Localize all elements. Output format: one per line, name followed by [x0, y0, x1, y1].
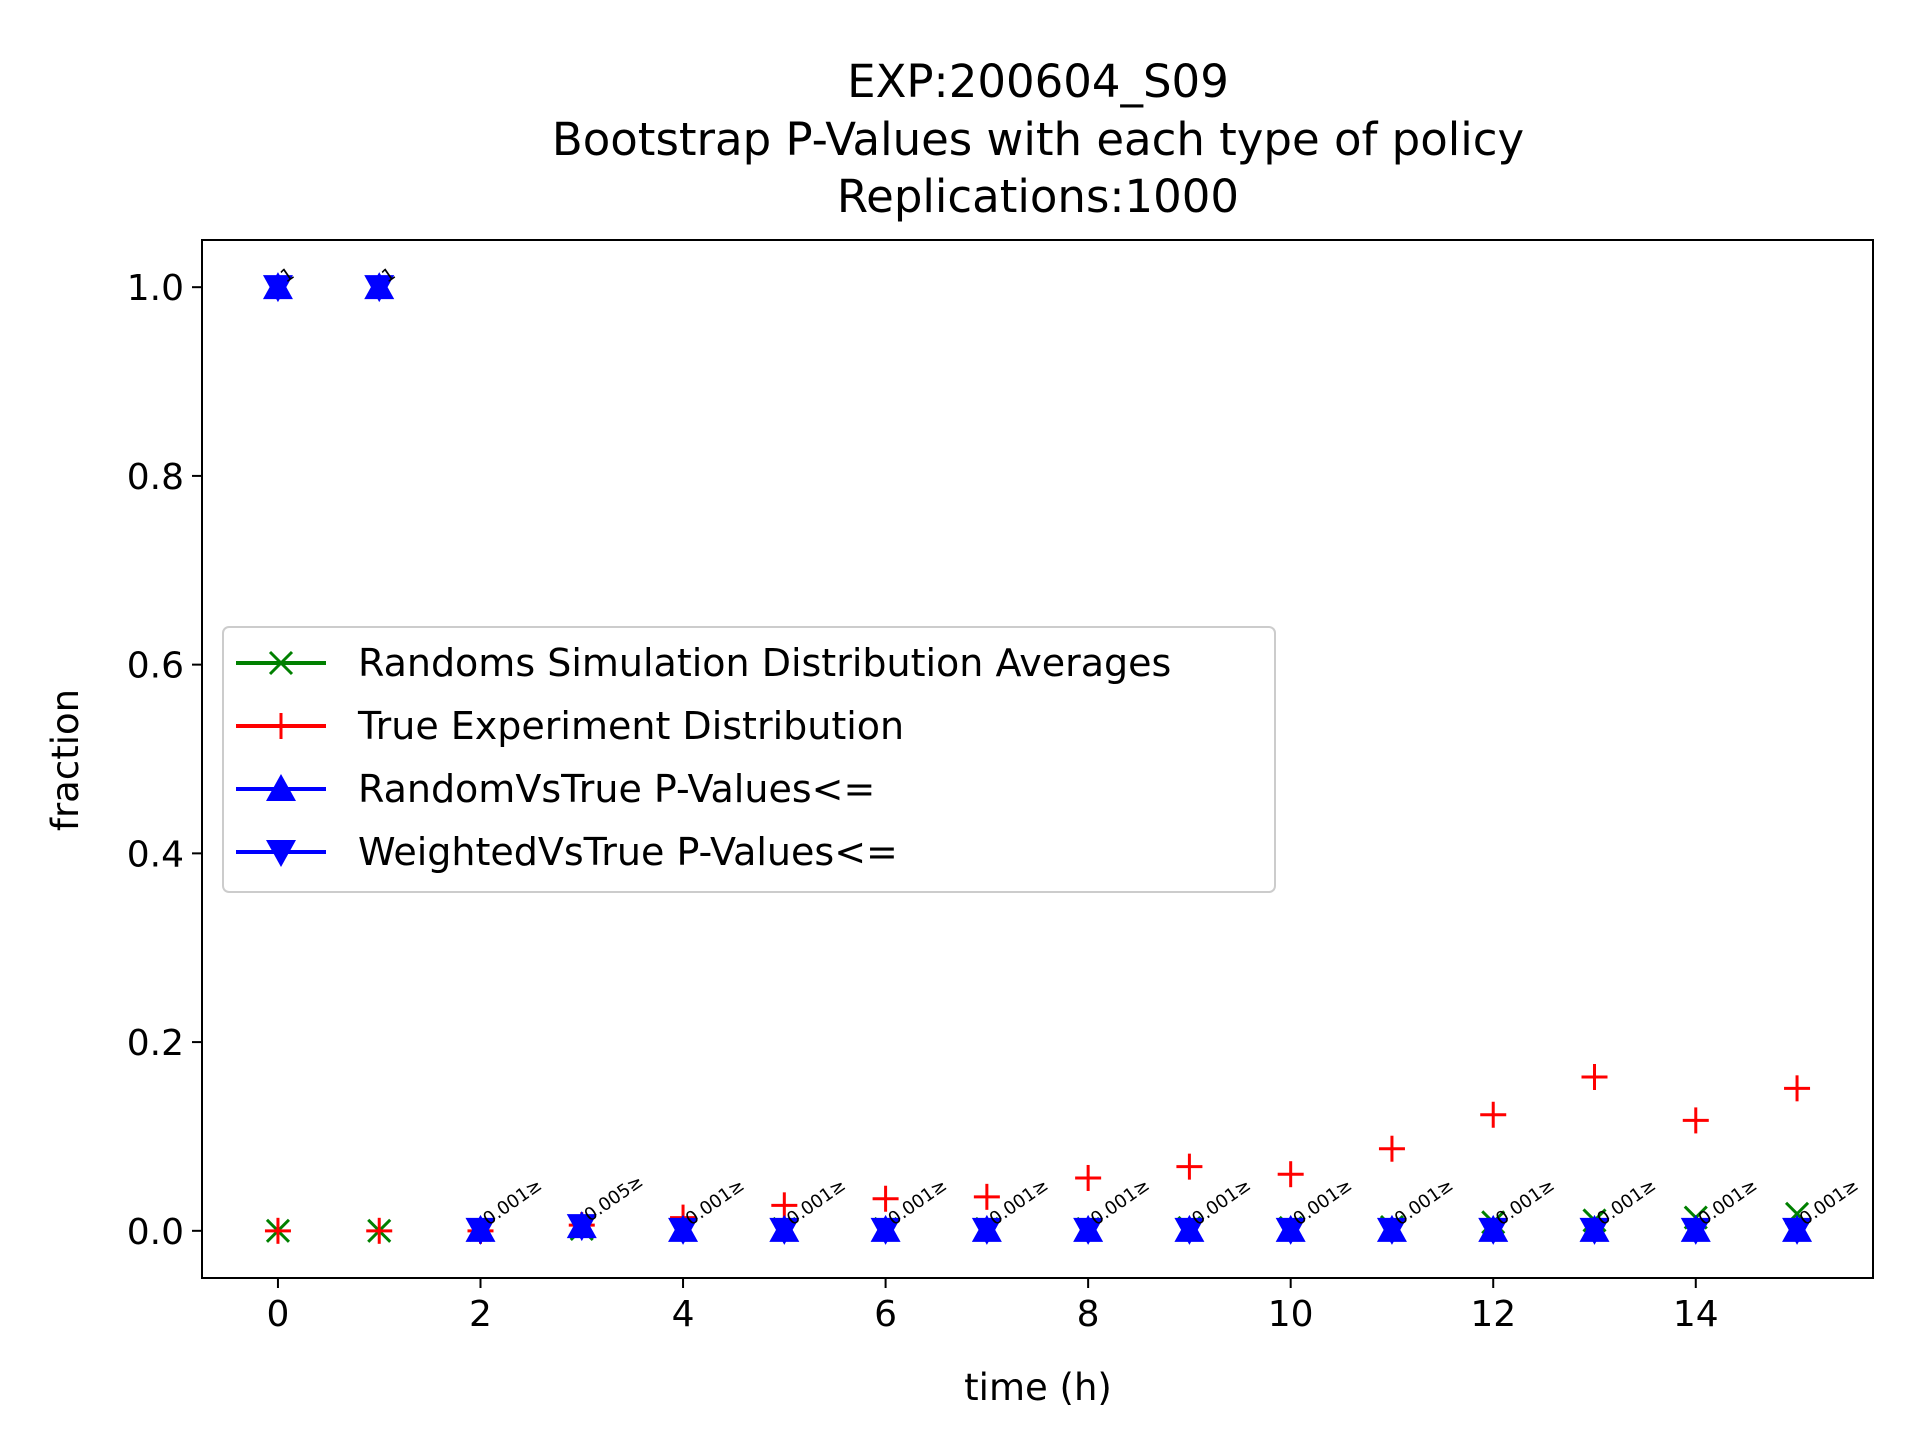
series-2-point [771, 1192, 798, 1219]
legend-marker [266, 840, 296, 867]
series-4-point [769, 1217, 800, 1245]
legend-label: Randoms Simulation Distribution Averages [358, 641, 1171, 685]
x-tick-label: 10 [1268, 1294, 1314, 1335]
series-4-point [1174, 1217, 1205, 1245]
x-tick-label: 0 [267, 1294, 290, 1335]
series-2-point [1075, 1164, 1102, 1191]
series-2-point [1277, 1161, 1304, 1188]
y-tick-label: 0.0 [127, 1212, 184, 1253]
series-2-point [366, 1217, 393, 1244]
legend-item-2: True Experiment Distribution [236, 704, 904, 748]
series-4 [262, 275, 1813, 1245]
series-4-point [1478, 1217, 1509, 1245]
series-4-point [465, 1217, 496, 1245]
y-tick-label: 0.4 [127, 834, 184, 875]
series-4-point [870, 1217, 901, 1245]
series-4-point [1782, 1217, 1813, 1245]
series-2-point [973, 1183, 1000, 1210]
series-2-point [1682, 1107, 1709, 1134]
series-2-point [1784, 1075, 1811, 1102]
x-tick-label: 6 [874, 1294, 897, 1335]
legend-item-3: RandomVsTrue P-Values<= [236, 767, 875, 811]
series-4-point [668, 1217, 699, 1245]
series-4-point [1073, 1217, 1104, 1245]
x-tick-label: 14 [1673, 1294, 1719, 1335]
series-4-point [1376, 1217, 1407, 1245]
y-tick-label: 1.0 [127, 268, 184, 309]
series-2-point [1176, 1153, 1203, 1180]
legend-marker [266, 774, 296, 801]
legend-box [222, 626, 1276, 893]
series-2-point [1480, 1101, 1507, 1128]
x-tick-label: 12 [1470, 1294, 1516, 1335]
legend-item-4: WeightedVsTrue P-Values<= [236, 830, 898, 874]
series-4-point [1579, 1217, 1610, 1245]
legend: Randoms Simulation Distribution Averages… [222, 626, 1276, 893]
chart-title-line-1: EXP:200604_S09 [847, 55, 1229, 108]
series-4-point [1680, 1217, 1711, 1245]
y-tick-label: 0.8 [127, 457, 184, 498]
y-axis-label: fraction [44, 689, 87, 831]
series-4-point [262, 275, 293, 303]
y-tick-label: 0.6 [127, 646, 184, 687]
series-2-point [1378, 1135, 1405, 1162]
legend-marker [268, 650, 294, 676]
x-tick-label: 4 [672, 1294, 695, 1335]
plot-frame [201, 239, 1874, 1279]
legend-label: WeightedVsTrue P-Values<= [358, 830, 898, 874]
x-tick-label: 2 [469, 1294, 492, 1335]
y-tick-label: 0.2 [127, 1023, 184, 1064]
series-4-point [1275, 1217, 1306, 1245]
legend-label: RandomVsTrue P-Values<= [358, 767, 875, 811]
legend-marker-stroke-b [268, 650, 294, 676]
x-tick-label: 8 [1077, 1294, 1100, 1335]
chart-title-line-3: Replications:1000 [837, 170, 1239, 223]
series-4-point [364, 275, 395, 303]
legend-item-1: Randoms Simulation Distribution Averages [236, 641, 1171, 685]
series-2-point [1581, 1064, 1608, 1091]
plot-marks [262, 272, 1813, 1245]
legend-label: True Experiment Distribution [357, 704, 904, 748]
series-4-point [566, 1214, 597, 1242]
axes: 0 2 4 6 8 10 12 14 0.0 0.2 0.4 0.6 0.8 1.0 [127, 268, 1719, 1335]
x-axis-label: time (h) [964, 1366, 1112, 1409]
series-4-point [971, 1217, 1002, 1245]
chart-title: EXP:200604_S09 Bootstrap P-Values with e… [552, 55, 1524, 223]
series-2-point [264, 1217, 291, 1244]
series-2-point [872, 1185, 899, 1212]
chart-title-line-2: Bootstrap P-Values with each type of pol… [552, 113, 1524, 166]
legend-marker [268, 713, 294, 739]
